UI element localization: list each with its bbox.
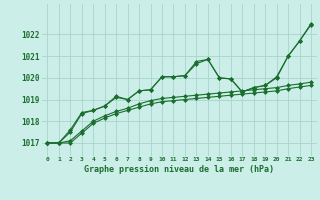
X-axis label: Graphe pression niveau de la mer (hPa): Graphe pression niveau de la mer (hPa)	[84, 165, 274, 174]
